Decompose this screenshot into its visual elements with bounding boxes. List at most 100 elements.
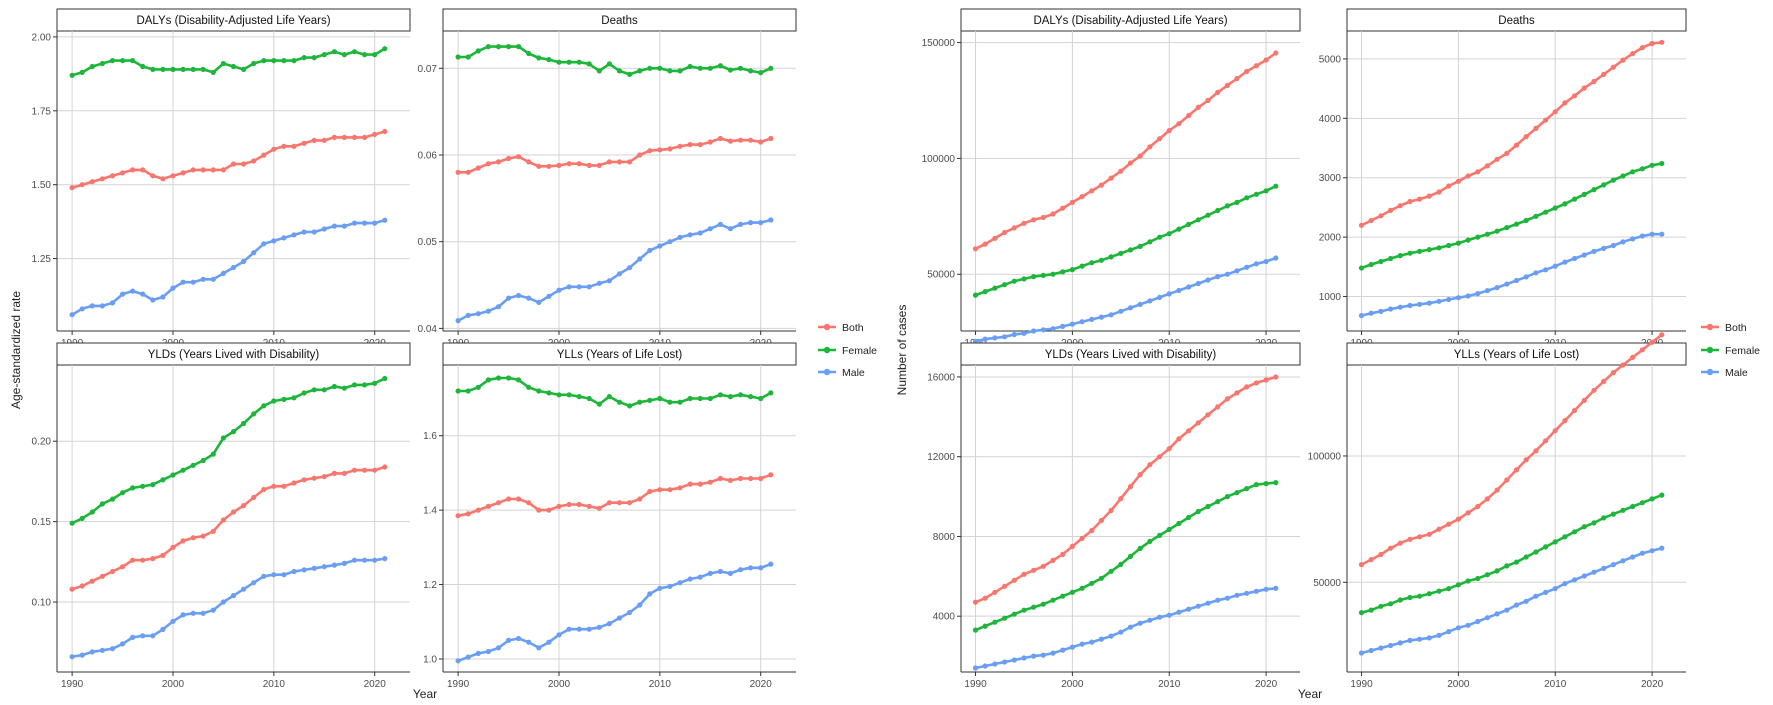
data-point (1205, 97, 1211, 104)
data-point (1620, 507, 1626, 513)
data-point (1263, 258, 1269, 265)
data-point (1630, 554, 1636, 560)
data-point (485, 44, 491, 50)
data-point (382, 556, 388, 562)
data-point (210, 69, 216, 75)
data-point (321, 137, 327, 143)
data-point (1475, 169, 1481, 175)
data-point (1137, 243, 1143, 249)
data-point (1244, 195, 1250, 201)
data-point (109, 58, 116, 64)
data-point (180, 279, 186, 285)
data-point (69, 312, 75, 318)
data-point (1215, 89, 1221, 95)
panel-4: YLLs (Years of Life Lost) 1.0 1.2 1.4 1.6 199… (423, 342, 797, 690)
data-point (1147, 144, 1153, 150)
y-tick-label: 1.25 (32, 254, 52, 265)
data-point (455, 318, 461, 324)
x-tick-label: 2020 (364, 679, 387, 690)
panel-3-title: YLDs (Years Lived with Disability) (148, 349, 320, 361)
data-point (1050, 557, 1056, 564)
data-point (758, 565, 764, 571)
data-point (455, 388, 461, 394)
data-point (1098, 636, 1104, 642)
data-point (1407, 594, 1413, 601)
data-point (1215, 597, 1221, 603)
data-point (1513, 602, 1520, 608)
series-both (69, 128, 388, 191)
data-point (506, 637, 512, 644)
data-point (1504, 607, 1510, 613)
data-point (596, 162, 602, 168)
data-point (566, 501, 572, 508)
panel-5-strip (960, 8, 1301, 32)
data-point (1273, 255, 1279, 261)
data-point (79, 69, 85, 75)
data-point (1108, 254, 1114, 260)
data-point (758, 139, 764, 145)
data-point (1455, 240, 1461, 246)
data-point (1166, 231, 1172, 237)
data-point (526, 50, 532, 57)
data-point (647, 488, 653, 495)
right-y-axis-title: Number of cases (895, 305, 909, 396)
data-point (727, 138, 734, 144)
data-point (1195, 420, 1201, 426)
data-point (1572, 529, 1578, 535)
data-point (455, 169, 461, 175)
data-point (1079, 535, 1085, 542)
data-point (1127, 553, 1134, 560)
data-point (748, 475, 754, 482)
y-tick-label: 0.04 (418, 324, 438, 335)
data-point (1407, 250, 1413, 256)
data-point (1127, 160, 1134, 166)
data-point (1368, 557, 1374, 563)
data-point (180, 538, 186, 544)
data-point (982, 595, 988, 601)
data-point (241, 258, 247, 265)
data-point (495, 159, 502, 165)
data-point (1397, 304, 1403, 310)
data-point (1601, 245, 1607, 251)
data-point (1378, 551, 1384, 558)
data-point (1397, 597, 1403, 603)
data-point (1147, 298, 1153, 304)
data-point (1108, 507, 1114, 514)
chart-panels: DALYs (Disability-Adjusted Life Years) 1.… (32, 8, 1687, 690)
series-both (455, 472, 774, 519)
data-point (1205, 412, 1211, 418)
panel-7-strip (960, 342, 1301, 366)
data-point (1397, 540, 1403, 546)
data-point (1031, 567, 1037, 573)
data-point (311, 55, 317, 61)
data-point (1011, 331, 1017, 338)
data-point (150, 633, 156, 639)
data-point (1630, 236, 1636, 242)
data-point (677, 399, 683, 405)
data-point (89, 649, 95, 655)
y-tick-label: 1.6 (423, 431, 437, 442)
data-point (526, 295, 532, 301)
data-point (190, 462, 196, 468)
data-point (1224, 203, 1230, 209)
data-point (1273, 585, 1279, 591)
left-legend-label-both: Both (842, 322, 864, 334)
data-point (1436, 588, 1442, 594)
data-point (1089, 639, 1095, 645)
data-point (972, 627, 979, 633)
data-point (331, 562, 337, 568)
data-point (210, 528, 216, 534)
data-point (1098, 517, 1104, 524)
series-female (69, 46, 388, 78)
data-point (372, 467, 378, 473)
data-point (261, 486, 267, 493)
data-point (1263, 586, 1269, 592)
data-point (1513, 142, 1520, 148)
data-point (140, 291, 146, 297)
data-point (271, 483, 277, 489)
data-point (99, 647, 105, 653)
data-point (1630, 51, 1636, 57)
data-point (677, 143, 683, 149)
data-point (596, 401, 602, 407)
